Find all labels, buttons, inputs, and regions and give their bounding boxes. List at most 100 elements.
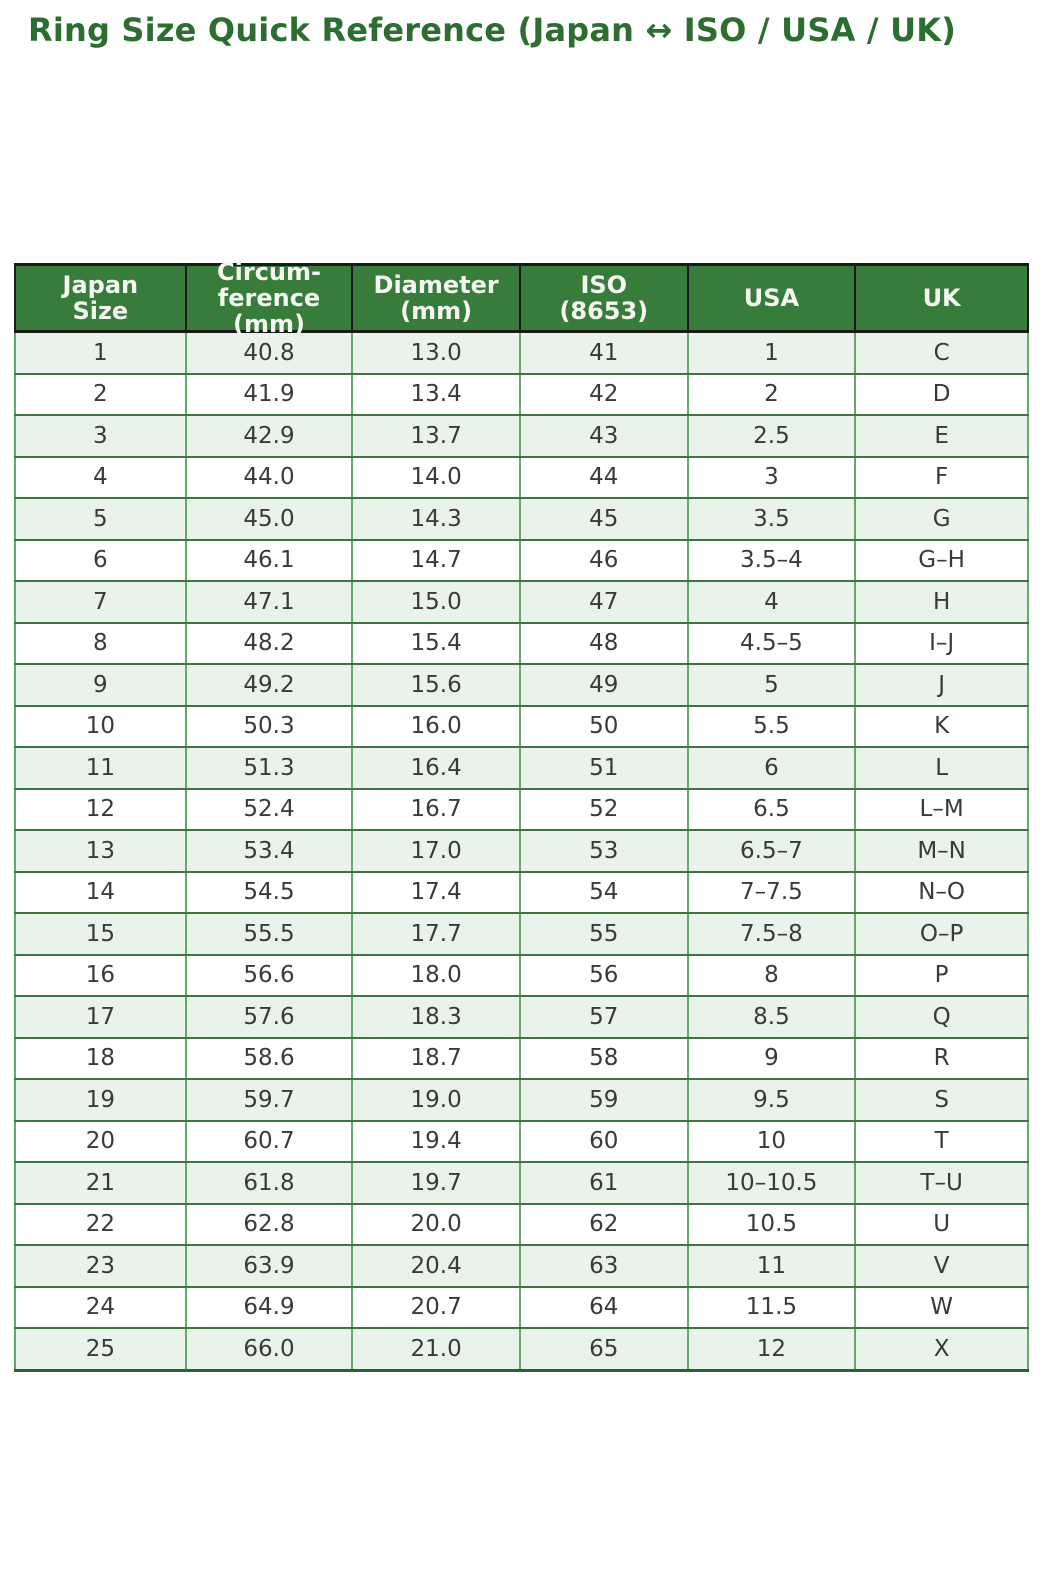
cell-circumference-mm: 49.2	[184, 663, 354, 707]
cell-iso-8653: 42	[518, 372, 689, 416]
cell-iso-8653: 49	[518, 663, 689, 707]
table-row: 23 63.9 20.4 63 11 V	[14, 1244, 1029, 1288]
cell-diameter-mm: 16.7	[351, 787, 521, 831]
table-row: 11 51.3 16.4 51 6 L	[14, 746, 1029, 790]
cell-japan-size: 9	[14, 663, 187, 707]
cell-circumference-mm: 44.0	[184, 455, 354, 499]
cell-circumference-mm: 58.6	[184, 1036, 354, 1080]
cell-japan-size: 16	[14, 953, 187, 997]
cell-usa: 7–7.5	[686, 870, 857, 914]
cell-circumference-mm: 66.0	[184, 1327, 354, 1371]
cell-diameter-mm: 19.7	[351, 1161, 521, 1205]
cell-usa: 3.5–4	[686, 538, 857, 582]
table-row: 13 53.4 17.0 53 6.5–7 M–N	[14, 829, 1029, 873]
cell-circumference-mm: 46.1	[184, 538, 354, 582]
cell-japan-size: 12	[14, 787, 187, 831]
cell-uk: T	[854, 1119, 1029, 1163]
cell-iso-8653: 61	[518, 1161, 689, 1205]
cell-iso-8653: 55	[518, 912, 689, 956]
table-row: 14 54.5 17.4 54 7–7.5 N–O	[14, 870, 1029, 914]
cell-japan-size: 15	[14, 912, 187, 956]
cell-iso-8653: 41	[518, 330, 689, 375]
table-header: Japan Size Circum- ference (mm) Diameter…	[14, 259, 1029, 337]
cell-usa: 8.5	[686, 995, 857, 1039]
cell-iso-8653: 54	[518, 870, 689, 914]
table-row: 16 56.6 18.0 56 8 P	[14, 953, 1029, 997]
cell-diameter-mm: 18.3	[351, 995, 521, 1039]
header-cell-usa: USA	[686, 263, 857, 333]
table-row: 9 49.2 15.6 49 5 J	[14, 663, 1029, 707]
table-row: 7 47.1 15.0 47 4 H	[14, 580, 1029, 624]
cell-uk: F	[854, 455, 1029, 499]
cell-iso-8653: 64	[518, 1285, 689, 1329]
cell-diameter-mm: 17.4	[351, 870, 521, 914]
cell-usa: 3	[686, 455, 857, 499]
cell-circumference-mm: 59.7	[184, 1078, 354, 1122]
cell-uk: K	[854, 704, 1029, 748]
cell-uk: E	[854, 414, 1029, 458]
cell-uk: C	[854, 330, 1029, 375]
cell-circumference-mm: 50.3	[184, 704, 354, 748]
cell-circumference-mm: 56.6	[184, 953, 354, 997]
cell-diameter-mm: 15.0	[351, 580, 521, 624]
cell-uk: L	[854, 746, 1029, 790]
cell-circumference-mm: 52.4	[184, 787, 354, 831]
ring-size-table: Japan Size Circum- ference (mm) Diameter…	[14, 259, 1029, 1372]
cell-uk: Q	[854, 995, 1029, 1039]
cell-diameter-mm: 17.0	[351, 829, 521, 873]
cell-diameter-mm: 21.0	[351, 1327, 521, 1371]
cell-japan-size: 21	[14, 1161, 187, 1205]
cell-usa: 2.5	[686, 414, 857, 458]
cell-japan-size: 8	[14, 621, 187, 665]
cell-japan-size: 19	[14, 1078, 187, 1122]
cell-japan-size: 4	[14, 455, 187, 499]
cell-iso-8653: 50	[518, 704, 689, 748]
header-cell-circumference-mm: Circum- ference (mm)	[184, 259, 354, 337]
cell-diameter-mm: 19.0	[351, 1078, 521, 1122]
cell-diameter-mm: 20.7	[351, 1285, 521, 1329]
table-row: 19 59.7 19.0 59 9.5 S	[14, 1078, 1029, 1122]
cell-uk: O–P	[854, 912, 1029, 956]
cell-circumference-mm: 61.8	[184, 1161, 354, 1205]
table-row: 4 44.0 14.0 44 3 F	[14, 455, 1029, 499]
cell-usa: 10	[686, 1119, 857, 1163]
cell-diameter-mm: 14.3	[351, 497, 521, 541]
cell-circumference-mm: 64.9	[184, 1285, 354, 1329]
cell-uk: G–H	[854, 538, 1029, 582]
cell-usa: 10.5	[686, 1202, 857, 1246]
header-label-japan-size: Japan Size	[62, 271, 139, 325]
cell-usa: 8	[686, 953, 857, 997]
table-row: 20 60.7 19.4 60 10 T	[14, 1119, 1029, 1163]
cell-usa: 5.5	[686, 704, 857, 748]
cell-diameter-mm: 15.4	[351, 621, 521, 665]
cell-circumference-mm: 57.6	[184, 995, 354, 1039]
header-label-usa: USA	[743, 284, 800, 312]
cell-diameter-mm: 16.4	[351, 746, 521, 790]
cell-diameter-mm: 20.4	[351, 1244, 521, 1288]
cell-circumference-mm: 60.7	[184, 1119, 354, 1163]
cell-uk: W	[854, 1285, 1029, 1329]
cell-iso-8653: 44	[518, 455, 689, 499]
cell-uk: X	[854, 1327, 1029, 1371]
cell-usa: 2	[686, 372, 857, 416]
table-row: 17 57.6 18.3 57 8.5 Q	[14, 995, 1029, 1039]
cell-usa: 4.5–5	[686, 621, 857, 665]
cell-iso-8653: 47	[518, 580, 689, 624]
cell-usa: 4	[686, 580, 857, 624]
table-row: 3 42.9 13.7 43 2.5 E	[14, 414, 1029, 458]
cell-diameter-mm: 19.4	[351, 1119, 521, 1163]
table-body: 1 40.8 13.0 41 1 C 2 41.9 13.4 42 2 D 3 42.9 13.7 43 2.5…	[14, 330, 1029, 1371]
cell-iso-8653: 57	[518, 995, 689, 1039]
cell-japan-size: 20	[14, 1119, 187, 1163]
cell-circumference-mm: 47.1	[184, 580, 354, 624]
cell-uk: V	[854, 1244, 1029, 1288]
cell-usa: 6	[686, 746, 857, 790]
cell-iso-8653: 51	[518, 746, 689, 790]
table-row: 15 55.5 17.7 55 7.5–8 O–P	[14, 912, 1029, 956]
cell-japan-size: 1	[14, 330, 187, 375]
cell-iso-8653: 43	[518, 414, 689, 458]
cell-circumference-mm: 42.9	[184, 414, 354, 458]
cell-diameter-mm: 13.4	[351, 372, 521, 416]
cell-usa: 12	[686, 1327, 857, 1371]
cell-iso-8653: 65	[518, 1327, 689, 1371]
